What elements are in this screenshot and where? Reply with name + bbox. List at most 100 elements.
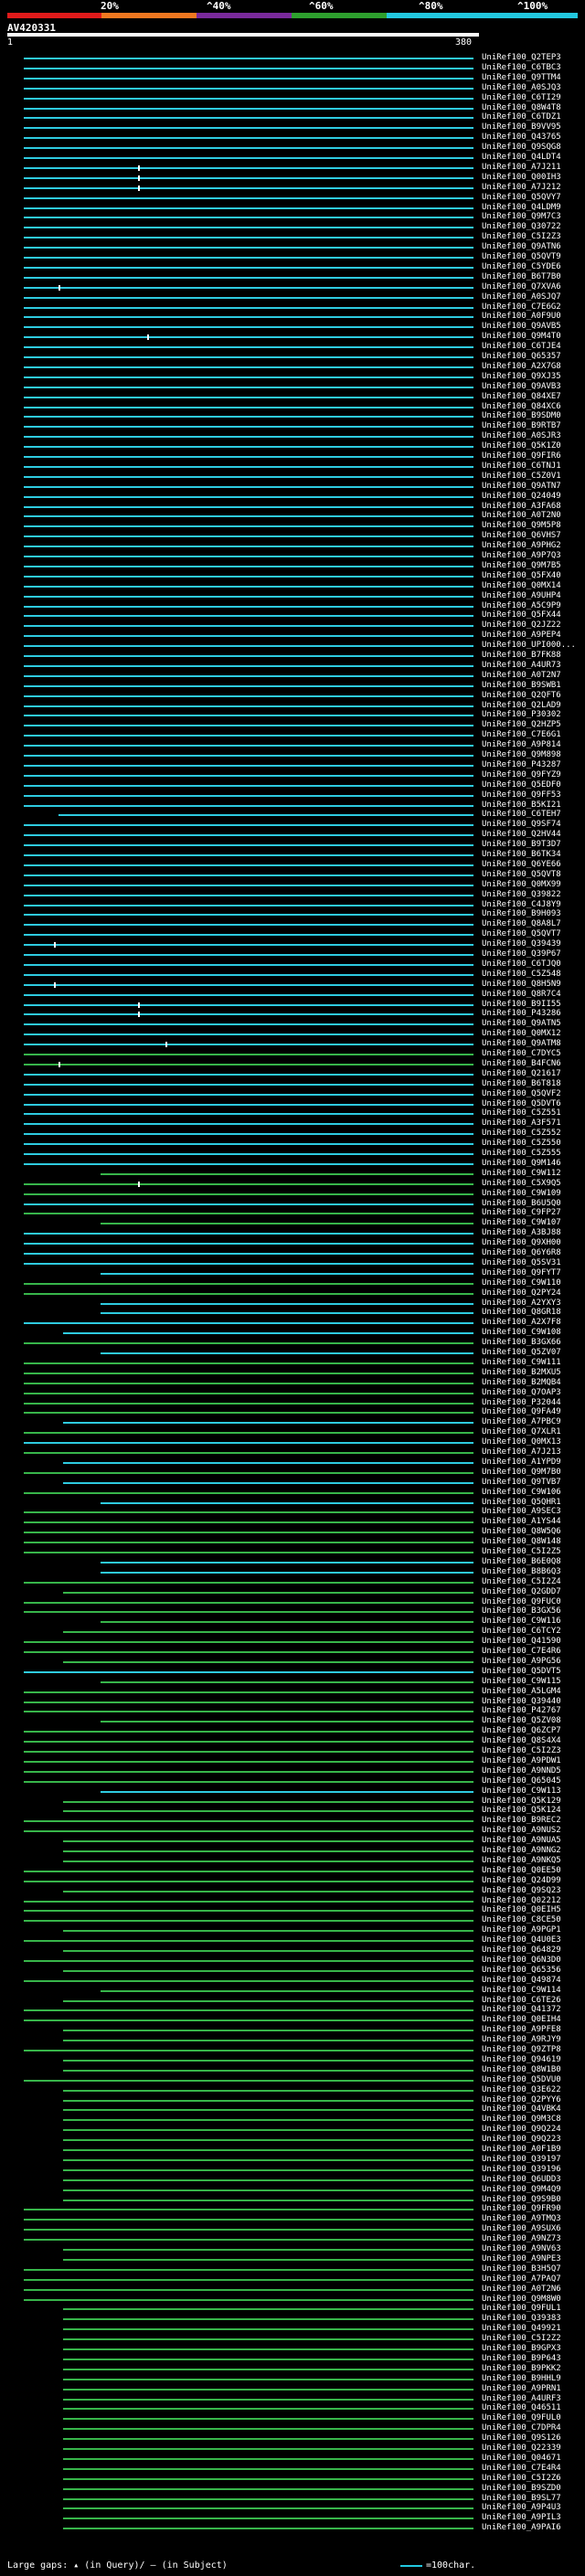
hit-alignment-bar[interactable]: [23, 2050, 473, 2051]
hit-label-link[interactable]: UniRef100_C8CE50: [482, 1915, 561, 1925]
hit-row[interactable]: UniRef100_Q9M146: [0, 1159, 585, 1169]
hit-row[interactable]: UniRef100_Q9M7C3: [0, 212, 585, 222]
hit-label-link[interactable]: UniRef100_A2X7G8: [482, 361, 561, 371]
hit-alignment-bar[interactable]: [63, 1840, 473, 1843]
hit-alignment-bar[interactable]: [23, 1003, 473, 1006]
hit-label-link[interactable]: UniRef100_A7PAQ7: [482, 2274, 561, 2284]
hit-row[interactable]: UniRef100_P43287: [0, 760, 585, 770]
hit-label-link[interactable]: UniRef100_C6TJQ0: [482, 959, 561, 969]
hit-label-link[interactable]: UniRef100_C9W106: [482, 1487, 561, 1497]
hit-label-link[interactable]: UniRef100_C5Z548: [482, 969, 561, 979]
hit-row[interactable]: UniRef100_C9W110: [0, 1278, 585, 1288]
hit-row[interactable]: UniRef100_B6TK34: [0, 850, 585, 860]
hit-alignment-bar[interactable]: [23, 834, 473, 837]
hit-row[interactable]: UniRef100_C9W115: [0, 1677, 585, 1687]
hit-alignment-bar[interactable]: [63, 2119, 473, 2122]
hit-label-link[interactable]: UniRef100_A0T2N7: [482, 670, 561, 680]
hit-label-link[interactable]: UniRef100_Q2GDD7: [482, 1586, 561, 1596]
hit-alignment-bar[interactable]: [23, 1362, 473, 1364]
hit-label-link[interactable]: UniRef100_UPI000...: [482, 641, 576, 651]
hit-label-link[interactable]: UniRef100_B9SWB1: [482, 680, 561, 690]
hit-alignment-bar[interactable]: [63, 2089, 473, 2092]
hit-alignment-bar[interactable]: [23, 485, 473, 488]
hit-alignment-bar[interactable]: [63, 2398, 473, 2401]
hit-row[interactable]: UniRef100_C6TEH7: [0, 810, 585, 820]
hit-alignment-bar[interactable]: [23, 1601, 473, 1604]
hit-row[interactable]: UniRef100_Q6YE66: [0, 860, 585, 870]
hit-label-link[interactable]: UniRef100_Q84XC6: [482, 401, 561, 411]
hit-label-link[interactable]: UniRef100_Q9M8W0: [482, 2294, 561, 2304]
hit-row[interactable]: UniRef100_Q4LDT4: [0, 153, 585, 163]
hit-row[interactable]: UniRef100_A1YS44: [0, 1517, 585, 1527]
hit-row[interactable]: UniRef100_A7J213: [0, 1447, 585, 1458]
hit-row[interactable]: UniRef100_A9NND5: [0, 1766, 585, 1776]
hit-row[interactable]: UniRef100_Q22339: [0, 2443, 585, 2454]
hit-alignment-bar[interactable]: [23, 1083, 473, 1086]
hit-label-link[interactable]: UniRef100_Q00IH3: [482, 172, 561, 182]
hit-alignment-bar[interactable]: [63, 2189, 473, 2191]
hit-row[interactable]: UniRef100_Q5EDF0: [0, 780, 585, 790]
hit-alignment-bar[interactable]: [63, 2378, 473, 2380]
hit-alignment-bar[interactable]: [23, 406, 473, 408]
hit-row[interactable]: UniRef100_B7FK88: [0, 651, 585, 661]
hit-row[interactable]: UniRef100_C5I2Z6: [0, 2474, 585, 2484]
hit-label-link[interactable]: UniRef100_Q5SV31: [482, 1257, 561, 1267]
hit-alignment-bar[interactable]: [23, 2278, 473, 2281]
hit-row[interactable]: UniRef100_Q9ATN5: [0, 1019, 585, 1029]
hit-alignment-bar[interactable]: [23, 366, 473, 368]
hit-alignment-bar[interactable]: [63, 1890, 473, 1892]
hit-label-link[interactable]: UniRef100_A9PHG2: [482, 541, 561, 551]
hit-label-link[interactable]: UniRef100_C7DPR4: [482, 2423, 561, 2433]
hit-label-link[interactable]: UniRef100_A2X7F8: [482, 1318, 561, 1328]
hit-row[interactable]: UniRef100_Q3E622: [0, 2085, 585, 2095]
hit-alignment-bar[interactable]: [63, 2518, 473, 2520]
hit-alignment-bar[interactable]: [63, 2467, 473, 2470]
hit-alignment-bar[interactable]: [63, 1422, 473, 1425]
hit-label-link[interactable]: UniRef100_Q6ZCP7: [482, 1726, 561, 1736]
hit-alignment-bar[interactable]: [23, 2298, 473, 2301]
hit-alignment-bar[interactable]: [23, 2239, 473, 2242]
hit-label-link[interactable]: UniRef100_C5YDE6: [482, 261, 561, 271]
hit-alignment-bar[interactable]: [23, 854, 473, 856]
hit-alignment-bar[interactable]: [23, 674, 473, 677]
hit-label-link[interactable]: UniRef100_C7E6G1: [482, 730, 561, 740]
hit-row[interactable]: UniRef100_C7E6G2: [0, 302, 585, 313]
hit-alignment-bar[interactable]: [63, 2158, 473, 2161]
hit-label-link[interactable]: UniRef100_A9P4U3: [482, 2503, 561, 2513]
hit-label-link[interactable]: UniRef100_Q2HV44: [482, 830, 561, 840]
hit-alignment-bar[interactable]: [23, 1432, 473, 1435]
hit-label-link[interactable]: UniRef100_Q65356: [482, 1965, 561, 1975]
hit-label-link[interactable]: UniRef100_P43286: [482, 1009, 561, 1019]
hit-alignment-bar[interactable]: [63, 1481, 473, 1484]
hit-alignment-bar[interactable]: [63, 2328, 473, 2331]
hit-row[interactable]: UniRef100_Q7OAP3: [0, 1388, 585, 1398]
hit-label-link[interactable]: UniRef100_B6T7B0: [482, 271, 561, 281]
hit-row[interactable]: UniRef100_C6TE26: [0, 1996, 585, 2006]
hit-alignment-bar[interactable]: [23, 1741, 473, 1744]
hit-label-link[interactable]: UniRef100_C7DYC5: [482, 1049, 561, 1058]
hit-label-link[interactable]: UniRef100_Q39439: [482, 939, 561, 949]
hit-label-link[interactable]: UniRef100_Q24D99: [482, 1875, 561, 1885]
hit-row[interactable]: UniRef100_A5C9P9: [0, 601, 585, 611]
hit-label-link[interactable]: UniRef100_Q9FA49: [482, 1407, 561, 1417]
hit-alignment-bar[interactable]: [23, 356, 473, 358]
hit-row[interactable]: UniRef100_Q30722: [0, 222, 585, 232]
hit-row[interactable]: UniRef100_Q04671: [0, 2454, 585, 2464]
hit-label-link[interactable]: UniRef100_C6TE26: [482, 1995, 561, 2005]
hit-row[interactable]: UniRef100_C8CE50: [0, 1915, 585, 1925]
hit-alignment-bar[interactable]: [23, 645, 473, 648]
hit-alignment-bar[interactable]: [23, 705, 473, 707]
hit-label-link[interactable]: UniRef100_Q9M7C3: [482, 212, 561, 222]
hit-row[interactable]: UniRef100_Q9S126: [0, 2433, 585, 2443]
hit-row[interactable]: UniRef100_A9SEC3: [0, 1507, 585, 1517]
hit-label-link[interactable]: UniRef100_Q9AVB3: [482, 381, 561, 391]
hit-row[interactable]: UniRef100_Q02212: [0, 1896, 585, 1906]
hit-row[interactable]: UniRef100_C5I2Z4: [0, 1577, 585, 1587]
hit-row[interactable]: UniRef100_B3GX66: [0, 1338, 585, 1348]
hit-alignment-bar[interactable]: [23, 973, 473, 976]
hit-row[interactable]: UniRef100_A9PDW1: [0, 1756, 585, 1766]
hit-row[interactable]: UniRef100_Q9FA49: [0, 1407, 585, 1417]
hit-label-link[interactable]: UniRef100_Q39P67: [482, 949, 561, 959]
hit-alignment-bar[interactable]: [63, 2040, 473, 2042]
hit-row[interactable]: UniRef100_Q0MX14: [0, 581, 585, 591]
